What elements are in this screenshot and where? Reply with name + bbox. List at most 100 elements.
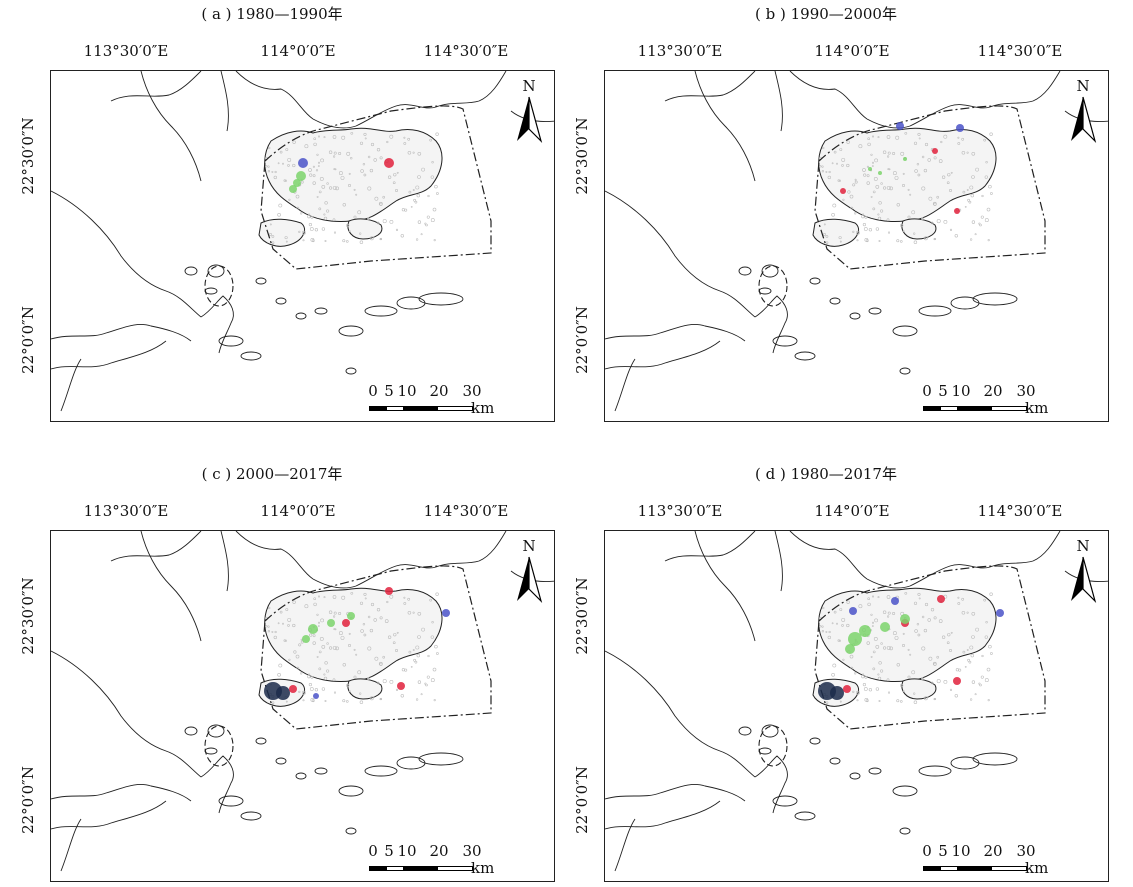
texture-dot — [983, 138, 987, 142]
island-0 — [918, 765, 952, 777]
scale-tick-30: 30 — [1016, 382, 1036, 400]
texture-dot — [320, 158, 324, 163]
texture-dot — [984, 218, 989, 223]
texture-dot — [287, 164, 290, 167]
boundary-line — [814, 565, 1046, 730]
texture-dot — [376, 221, 380, 225]
texture-dot — [412, 189, 415, 191]
texture-dot — [849, 194, 854, 199]
coastline-8 — [235, 531, 314, 580]
island-13 — [275, 757, 287, 765]
coastline-8 — [235, 71, 314, 120]
texture-dot — [395, 189, 398, 192]
island-2 — [972, 752, 1018, 766]
texture-dot — [376, 148, 381, 152]
change-patch — [384, 158, 394, 168]
texture-dot — [911, 670, 916, 675]
texture-dot — [950, 631, 953, 634]
texture-dot — [846, 140, 850, 144]
change-patch — [843, 685, 851, 693]
map-panel-a: ( a ) 1980—1990年 113°30′0″E 114°0′0″E 11… — [2, 4, 555, 424]
texture-dot — [279, 150, 283, 154]
texture-dot — [363, 173, 367, 177]
texture-dot — [918, 137, 921, 140]
scale-segment-2 — [386, 866, 404, 871]
boundary-ring — [758, 265, 788, 307]
texture-dot — [932, 201, 937, 206]
texture-dot — [913, 240, 918, 244]
texture-dot — [902, 230, 905, 233]
texture-dot — [864, 676, 868, 679]
scale-segment-4 — [991, 406, 1027, 411]
texture-dot — [287, 617, 292, 622]
texture-dot — [841, 617, 846, 622]
texture-dot — [971, 635, 975, 639]
texture-dot — [978, 222, 981, 225]
texture-dot — [347, 183, 352, 188]
texture-dot — [896, 239, 900, 243]
change-patch — [903, 157, 907, 161]
island-12 — [809, 277, 821, 285]
texture-dot — [312, 634, 316, 638]
boundary-line — [260, 565, 492, 730]
texture-dot — [417, 151, 422, 156]
texture-dot — [825, 235, 829, 238]
lat-label-2: 22°0′0″N — [573, 306, 591, 374]
texture-dot — [878, 700, 881, 702]
coastline-2 — [51, 323, 192, 342]
change-patch — [347, 612, 355, 620]
scale-segment-4 — [437, 406, 473, 411]
texture-dot — [867, 142, 871, 147]
texture-dot — [317, 621, 321, 624]
texture-dot — [395, 228, 399, 231]
change-patch — [442, 609, 450, 617]
texture-dot — [300, 212, 303, 215]
texture-dot — [954, 234, 958, 238]
island-9 — [295, 772, 307, 780]
texture-dot — [904, 591, 908, 595]
texture-dot — [400, 234, 404, 238]
scale-tick-0: 0 — [368, 382, 378, 400]
texture-dot — [923, 696, 928, 701]
texture-dot — [427, 194, 430, 198]
change-patch — [302, 635, 310, 643]
texture-dot — [273, 635, 277, 640]
texture-dot — [389, 134, 394, 139]
texture-dot — [833, 150, 837, 154]
change-patch — [859, 625, 871, 637]
texture-dot — [924, 142, 929, 147]
texture-dot — [316, 655, 319, 658]
texture-dot — [872, 207, 876, 211]
texture-dot — [943, 219, 948, 224]
texture-dot — [350, 131, 354, 135]
texture-dot — [420, 233, 423, 236]
texture-dot — [350, 591, 354, 595]
texture-dot — [917, 592, 921, 596]
texture-dot — [827, 175, 831, 180]
texture-dot — [333, 628, 336, 631]
texture-dot — [321, 227, 326, 231]
texture-dot — [871, 595, 874, 598]
texture-dot — [338, 151, 342, 156]
texture-dot — [862, 168, 866, 172]
scale-tick-20: 20 — [429, 382, 449, 400]
texture-dot — [313, 602, 317, 607]
scale-bar: 0 5 10 20 30 km — [922, 843, 1103, 879]
coastline-7 — [220, 71, 229, 132]
texture-dot — [933, 698, 936, 701]
lon-label-3: 114°30′0″E — [977, 42, 1063, 60]
island-9 — [849, 772, 861, 780]
texture-dot — [363, 592, 367, 596]
texture-dot — [268, 606, 271, 610]
texture-dot — [870, 195, 873, 198]
texture-dot — [349, 156, 353, 160]
island-west — [258, 218, 305, 247]
texture-dot — [886, 218, 890, 222]
texture-dot — [393, 173, 397, 177]
texture-dot — [842, 658, 845, 661]
texture-dot — [875, 645, 880, 649]
texture-dot — [902, 632, 905, 635]
texture-dot — [363, 633, 367, 637]
texture-dot — [831, 622, 834, 625]
texture-dot — [916, 622, 920, 626]
